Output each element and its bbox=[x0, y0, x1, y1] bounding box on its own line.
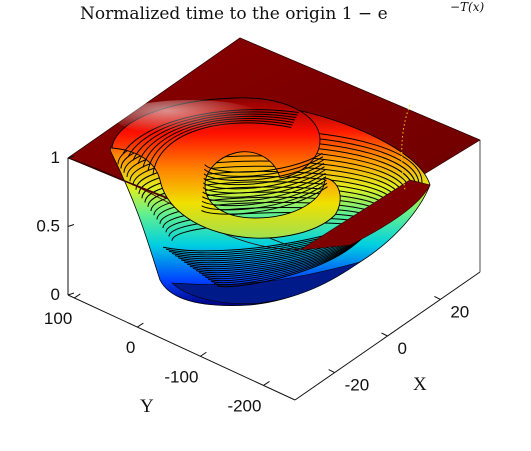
x-tick-label: 20 bbox=[450, 302, 469, 321]
y-tick-mark bbox=[137, 322, 144, 328]
y-tick-mark bbox=[200, 351, 207, 357]
y-tick-label: 100 bbox=[44, 309, 72, 328]
chart-title: Normalized time to the origin 1 − e −T(x… bbox=[80, 0, 485, 24]
z-tick-mark bbox=[67, 155, 75, 159]
ridge-contours bbox=[122, 109, 328, 215]
x-tick-mark bbox=[434, 295, 441, 300]
z-tick-mark bbox=[67, 224, 75, 227]
ridge-contour-line bbox=[203, 166, 325, 190]
plateau-front-lip bbox=[67, 157, 431, 251]
title-text: Normalized time to the origin 1 − e bbox=[80, 4, 388, 24]
ridge-contour-line bbox=[201, 182, 328, 211]
x-tick-mark bbox=[328, 369, 335, 374]
y-tick-label: -200 bbox=[227, 396, 261, 415]
z-tick-label: 0.5 bbox=[36, 217, 60, 236]
ridge-contour-line bbox=[203, 162, 325, 186]
z-tick-mark bbox=[67, 292, 75, 296]
y-axis-label: Y bbox=[140, 396, 154, 417]
ridge-contour-line bbox=[203, 156, 324, 177]
z-tick-labels: 00.51 bbox=[36, 148, 75, 304]
z-tick-label: 1 bbox=[51, 148, 60, 167]
ridge-highlight bbox=[115, 100, 265, 136]
x-tick-labels: -20 0 20 bbox=[328, 295, 469, 395]
y-tick-mark bbox=[263, 381, 270, 386]
y-tick-labels: 100 0 -100 -200 bbox=[44, 293, 270, 415]
y-axis-line bbox=[67, 294, 296, 401]
ridge-contour-line bbox=[201, 179, 327, 207]
y-tick-label: 0 bbox=[126, 338, 135, 357]
y-tick-label: -100 bbox=[164, 367, 198, 386]
x-axis-label: X bbox=[413, 374, 427, 395]
crest-dotted-line bbox=[401, 104, 411, 191]
x-tick-label: 0 bbox=[398, 339, 407, 358]
title-exponent: −T(x) bbox=[450, 0, 485, 14]
x-tick-mark bbox=[381, 332, 388, 337]
ridge-contour-line bbox=[203, 159, 324, 181]
ridge-contour-line bbox=[202, 172, 326, 198]
ridge-contour-line bbox=[204, 152, 323, 173]
ridge-contour-line bbox=[202, 169, 326, 194]
x-tick-label: -20 bbox=[345, 376, 370, 395]
ridge-contour-line bbox=[201, 186, 328, 215]
ridge-contour-line bbox=[202, 176, 327, 202]
y-tick-mark bbox=[74, 293, 81, 299]
z-tick-label: 0 bbox=[51, 285, 60, 304]
